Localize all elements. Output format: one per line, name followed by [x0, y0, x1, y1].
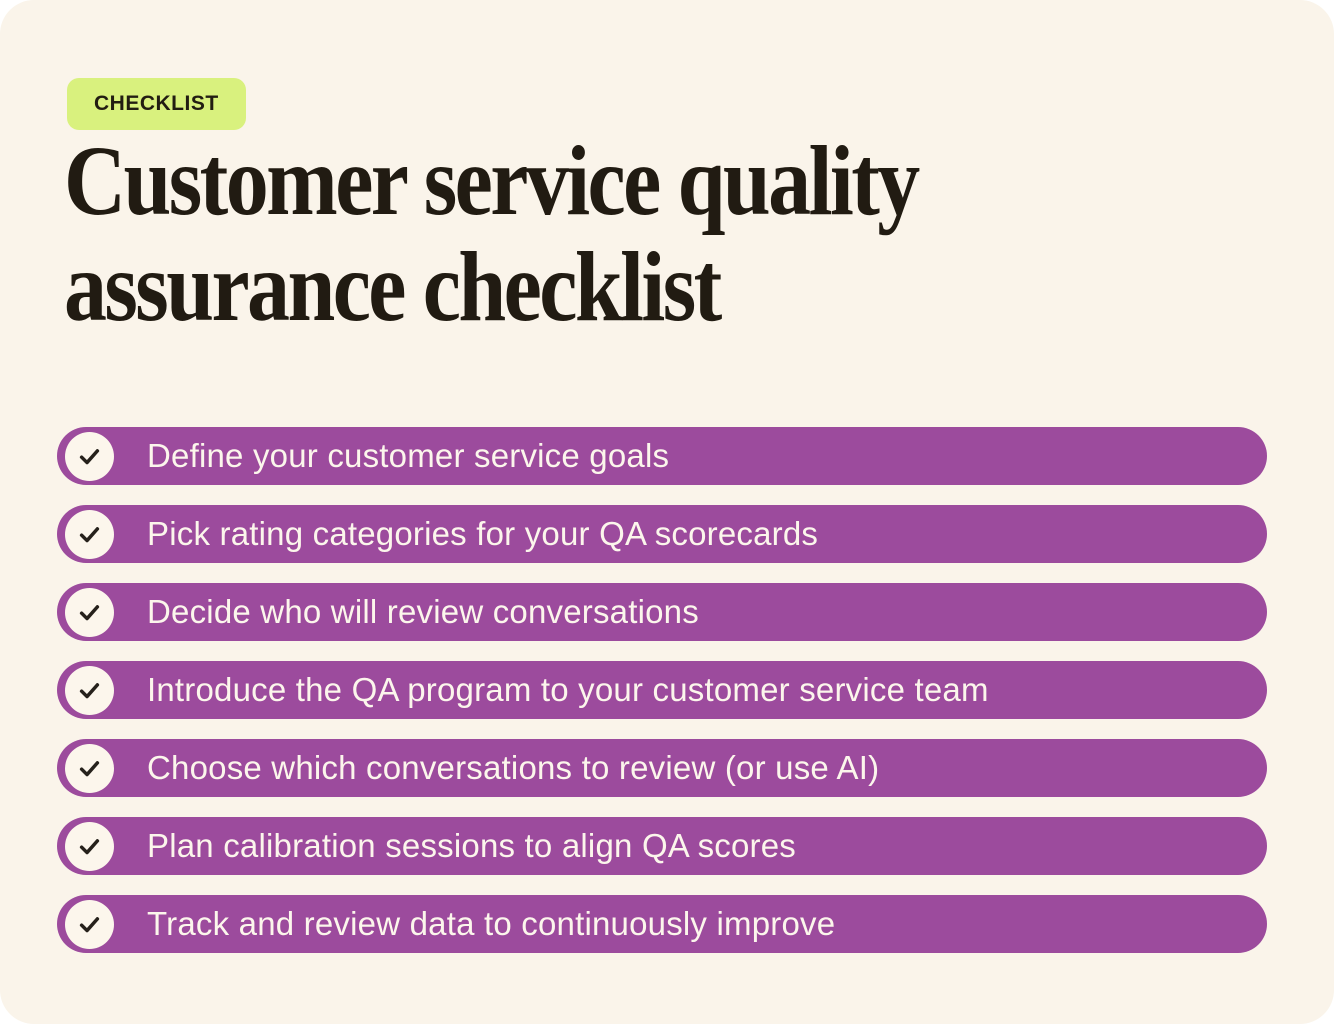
- checklist-item: Plan calibration sessions to align QA sc…: [57, 817, 1267, 875]
- checklist-item: Decide who will review conversations: [57, 583, 1267, 641]
- check-icon: [65, 821, 114, 871]
- check-icon: [65, 431, 114, 481]
- checklist-item: Define your customer service goals: [57, 427, 1267, 485]
- checklist-item: Pick rating categories for your QA score…: [57, 505, 1267, 563]
- checklist-badge: CHECKLIST: [67, 78, 246, 130]
- checklist-badge-label: CHECKLIST: [94, 92, 219, 115]
- check-icon: [65, 587, 114, 637]
- check-icon: [65, 743, 114, 793]
- checklist-item-label: Pick rating categories for your QA score…: [147, 515, 819, 552]
- page-title: Customer service quality assurance check…: [64, 128, 1057, 340]
- page-title-line1: Customer service quality: [64, 125, 920, 236]
- checklist-item-label: Define your customer service goals: [147, 437, 670, 474]
- check-icon: [65, 899, 114, 949]
- checklist-item-label: Track and review data to continuously im…: [147, 905, 836, 942]
- checklist-item-label: Choose which conversations to review (or…: [147, 749, 880, 786]
- checklist-item: Introduce the QA program to your custome…: [57, 661, 1267, 719]
- checklist: Define your customer service goals Pick …: [57, 427, 1267, 953]
- page-title-line2: assurance checklist: [64, 231, 722, 342]
- checklist-item-label: Decide who will review conversations: [147, 593, 699, 630]
- checklist-item: Track and review data to continuously im…: [57, 895, 1267, 953]
- checklist-item-label: Plan calibration sessions to align QA sc…: [147, 827, 796, 864]
- checklist-item-label: Introduce the QA program to your custome…: [147, 671, 989, 708]
- check-icon: [65, 665, 114, 715]
- check-icon: [65, 509, 114, 559]
- checklist-item: Choose which conversations to review (or…: [57, 739, 1267, 797]
